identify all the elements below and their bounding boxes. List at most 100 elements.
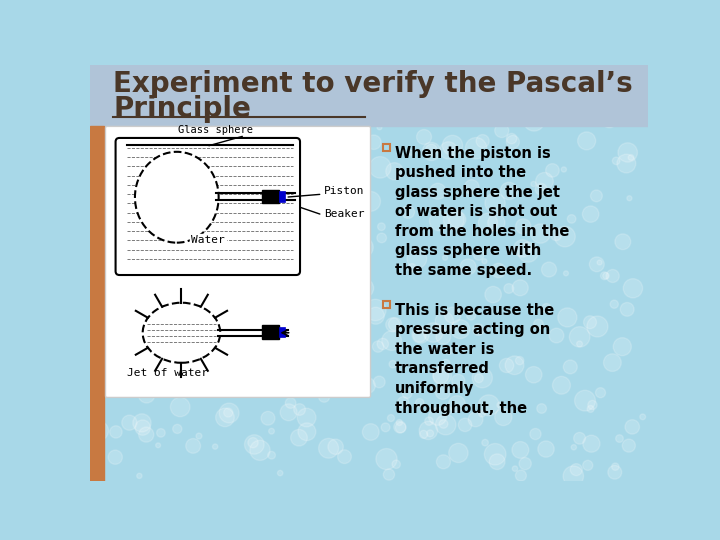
Circle shape	[559, 80, 577, 99]
Circle shape	[249, 357, 258, 367]
Circle shape	[319, 235, 340, 256]
Circle shape	[359, 377, 375, 393]
Circle shape	[516, 219, 531, 234]
Circle shape	[444, 307, 461, 323]
Circle shape	[315, 132, 321, 138]
Circle shape	[386, 163, 403, 180]
Circle shape	[138, 387, 155, 403]
Circle shape	[535, 183, 547, 195]
Circle shape	[413, 329, 426, 342]
Circle shape	[348, 292, 361, 305]
Circle shape	[396, 420, 402, 426]
Circle shape	[196, 292, 207, 302]
Circle shape	[277, 470, 283, 476]
Circle shape	[300, 160, 319, 179]
Circle shape	[582, 82, 588, 89]
Circle shape	[631, 60, 653, 81]
Circle shape	[238, 194, 245, 201]
Circle shape	[408, 150, 414, 156]
Circle shape	[495, 124, 509, 138]
Circle shape	[122, 378, 141, 397]
Circle shape	[542, 303, 551, 313]
Bar	[90, 65, 648, 126]
Text: This is because the
pressure acting on
the water is
transferred
uniformly
throug: This is because the pressure acting on t…	[395, 303, 554, 416]
Circle shape	[95, 372, 112, 388]
Circle shape	[198, 232, 219, 252]
Circle shape	[590, 257, 604, 272]
Circle shape	[328, 198, 334, 204]
Circle shape	[355, 279, 374, 298]
Circle shape	[361, 191, 380, 211]
Circle shape	[165, 358, 172, 366]
Circle shape	[538, 441, 554, 457]
Circle shape	[137, 235, 152, 251]
Circle shape	[102, 73, 107, 78]
Circle shape	[204, 56, 223, 75]
Circle shape	[394, 421, 406, 433]
Circle shape	[285, 398, 296, 408]
Circle shape	[109, 426, 122, 438]
Circle shape	[268, 102, 275, 110]
Circle shape	[103, 296, 119, 312]
Circle shape	[212, 87, 233, 108]
Circle shape	[454, 81, 466, 92]
Circle shape	[362, 424, 379, 440]
Bar	[90, 126, 104, 481]
Circle shape	[310, 92, 328, 111]
Circle shape	[558, 308, 577, 327]
Circle shape	[248, 437, 258, 448]
Circle shape	[254, 228, 273, 247]
Circle shape	[173, 424, 182, 434]
Circle shape	[546, 164, 559, 177]
Circle shape	[595, 388, 606, 397]
Circle shape	[116, 256, 122, 262]
Circle shape	[622, 79, 631, 89]
Circle shape	[86, 449, 102, 465]
Circle shape	[612, 157, 620, 165]
Circle shape	[349, 350, 359, 361]
Circle shape	[512, 442, 528, 458]
Circle shape	[570, 327, 590, 347]
Circle shape	[377, 233, 387, 242]
Circle shape	[274, 103, 284, 113]
Bar	[383, 301, 390, 308]
Circle shape	[472, 368, 492, 388]
Circle shape	[367, 307, 384, 324]
Circle shape	[425, 417, 433, 426]
Circle shape	[587, 316, 608, 337]
Circle shape	[216, 408, 234, 427]
Circle shape	[402, 389, 412, 399]
Circle shape	[89, 118, 111, 139]
Ellipse shape	[135, 152, 219, 242]
Circle shape	[106, 98, 120, 112]
Circle shape	[534, 116, 541, 123]
Circle shape	[601, 85, 616, 100]
Circle shape	[582, 206, 599, 222]
Circle shape	[292, 265, 303, 275]
Circle shape	[552, 376, 570, 394]
Circle shape	[146, 56, 168, 77]
Circle shape	[107, 247, 123, 262]
Circle shape	[504, 284, 514, 293]
Circle shape	[145, 64, 162, 82]
Circle shape	[485, 193, 505, 213]
Circle shape	[104, 243, 117, 255]
Circle shape	[269, 428, 274, 434]
Circle shape	[132, 275, 143, 286]
Circle shape	[138, 316, 152, 331]
Circle shape	[235, 205, 248, 217]
Circle shape	[328, 439, 343, 455]
Circle shape	[433, 366, 451, 385]
Circle shape	[588, 400, 597, 409]
Circle shape	[197, 336, 202, 341]
Circle shape	[532, 78, 549, 95]
Circle shape	[620, 302, 634, 316]
Circle shape	[167, 247, 175, 255]
Circle shape	[539, 104, 551, 116]
Circle shape	[105, 321, 113, 329]
Circle shape	[603, 273, 609, 279]
Circle shape	[440, 142, 457, 159]
Circle shape	[150, 259, 159, 267]
Text: Piston: Piston	[324, 186, 364, 196]
Circle shape	[426, 144, 437, 156]
